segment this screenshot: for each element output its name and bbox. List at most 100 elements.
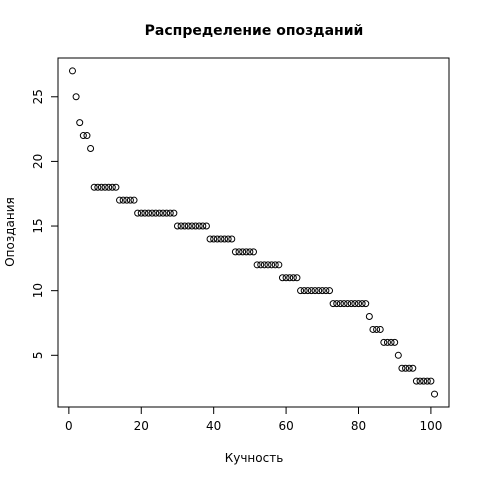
point [365, 313, 373, 321]
point [68, 67, 76, 75]
point [304, 287, 312, 295]
point [383, 338, 391, 346]
point [297, 287, 305, 295]
point [289, 274, 297, 282]
point [155, 209, 163, 217]
point [116, 196, 124, 204]
point [311, 287, 319, 295]
point [119, 196, 127, 204]
point [221, 235, 229, 243]
point [250, 248, 257, 256]
x-tick-label: 100 [419, 419, 442, 433]
point [347, 300, 355, 308]
point [326, 287, 334, 295]
point [431, 390, 439, 398]
point [391, 338, 399, 346]
point [351, 300, 359, 308]
point [333, 300, 341, 308]
x-tick-label: 20 [134, 419, 149, 433]
point [253, 261, 261, 269]
point [101, 183, 109, 191]
x-tick-label: 40 [206, 419, 221, 433]
point [228, 235, 236, 243]
point [373, 325, 381, 333]
point [173, 222, 181, 230]
point [402, 364, 410, 372]
point [94, 183, 102, 191]
point [108, 183, 116, 191]
point [152, 209, 160, 217]
point [188, 222, 196, 230]
point [181, 222, 189, 230]
x-tick-label: 60 [278, 419, 293, 433]
y-tick-label: 5 [31, 351, 45, 359]
point [344, 300, 352, 308]
point [354, 300, 362, 308]
point [97, 183, 105, 191]
point [322, 287, 330, 295]
point [409, 364, 417, 372]
point [423, 377, 431, 385]
point [246, 248, 254, 256]
point [329, 300, 337, 308]
point [282, 274, 290, 282]
x-tick-label: 80 [351, 419, 366, 433]
point [177, 222, 185, 230]
point [137, 209, 145, 217]
point [148, 209, 156, 217]
point [83, 132, 91, 140]
point [184, 222, 192, 230]
point [427, 377, 435, 385]
point [192, 222, 200, 230]
y-axis-label: Опоздания [3, 197, 17, 267]
point [112, 183, 120, 191]
point [235, 248, 243, 256]
point [213, 235, 221, 243]
point [195, 222, 203, 230]
point [123, 196, 131, 204]
point [307, 287, 315, 295]
point [239, 248, 247, 256]
y-tick-label: 25 [31, 89, 45, 104]
point [387, 338, 395, 346]
point [336, 300, 344, 308]
point [210, 235, 218, 243]
point [231, 248, 239, 256]
plot-frame [57, 57, 450, 408]
point [134, 209, 142, 217]
y-tick-label: 10 [31, 283, 45, 298]
point [340, 300, 348, 308]
point [242, 248, 250, 256]
point [126, 196, 134, 204]
point [166, 209, 174, 217]
point [315, 287, 323, 295]
point [293, 274, 301, 282]
point [257, 261, 265, 269]
point [163, 209, 171, 217]
point [79, 132, 87, 140]
point [76, 119, 84, 127]
point [275, 261, 283, 269]
y-tick-label: 20 [31, 154, 45, 169]
point [105, 183, 113, 191]
point [130, 196, 138, 204]
point [264, 261, 272, 269]
point [405, 364, 413, 372]
point [206, 235, 214, 243]
x-tick-label: 0 [65, 419, 73, 433]
y-tick-label: 15 [31, 218, 45, 233]
point [268, 261, 276, 269]
point [398, 364, 406, 372]
point [271, 261, 279, 269]
point [278, 274, 286, 282]
point [394, 351, 402, 359]
point [90, 183, 98, 191]
point [369, 325, 377, 333]
point [87, 144, 95, 152]
point [159, 209, 167, 217]
point [362, 300, 370, 308]
point [286, 274, 294, 282]
point [141, 209, 149, 217]
